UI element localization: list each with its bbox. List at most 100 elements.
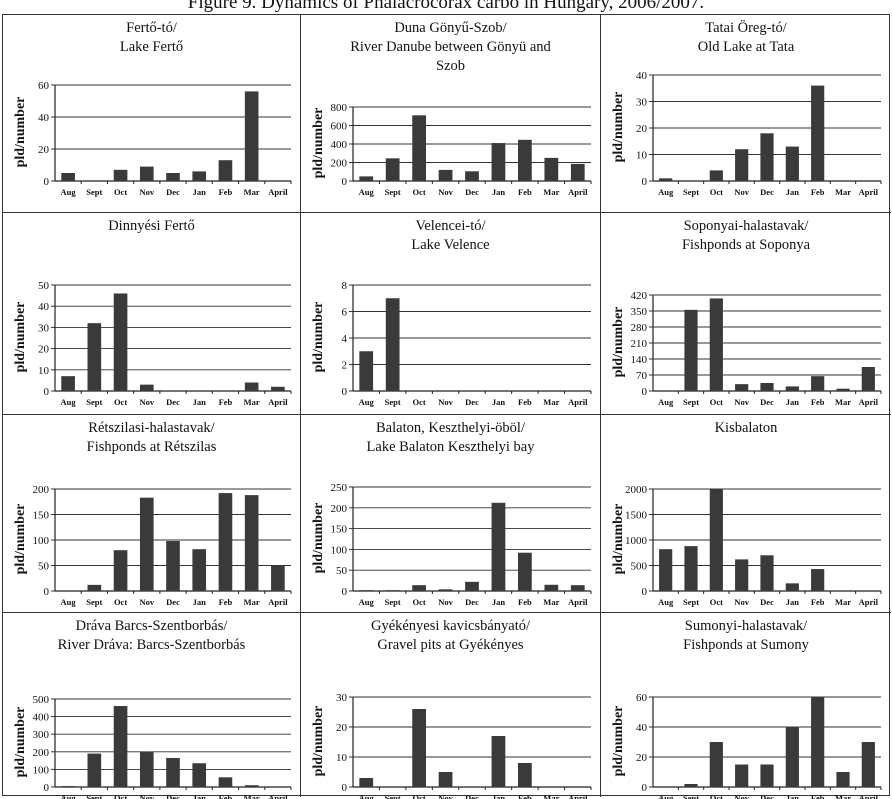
- figure-title: Figure 9. Dynamics of Phalacrocorax carb…: [187, 0, 705, 13]
- x-tick-label: April: [268, 187, 288, 197]
- y-tick-label: 10: [636, 150, 648, 162]
- bar: [385, 298, 400, 391]
- x-tick-label: Oct: [114, 187, 127, 197]
- x-tick-label: Dec: [760, 597, 774, 607]
- bar: [760, 383, 774, 391]
- bar: [166, 541, 180, 591]
- x-tick-label: Feb: [219, 597, 233, 607]
- x-tick-label: Feb: [219, 793, 233, 799]
- chart-title-line: Lake Balaton Keszthelyi bay: [366, 439, 535, 455]
- x-tick-label: April: [859, 793, 879, 799]
- bar: [359, 778, 374, 787]
- y-tick-label: 30: [336, 692, 348, 704]
- bar: [139, 497, 154, 591]
- x-tick-label: Nov: [438, 597, 453, 607]
- chart-title: Dráva Barcs-Szentborbás/River Dráva: Bar…: [3, 613, 300, 655]
- chart-panel: Soponyai-halastavak/Fishponds at Soponya…: [601, 213, 891, 415]
- chart-title: Gyékényesi kavicsbányató/Gravel pits at …: [301, 613, 600, 655]
- chart-title-line: Sumonyi-halastavak/: [684, 618, 808, 634]
- chart-panel: Sumonyi-halastavak/Fishponds at Sumony pl…: [601, 613, 891, 799]
- y-tick-label: 150: [33, 510, 50, 522]
- y-tick-label: 70: [636, 370, 648, 382]
- bar: [139, 384, 154, 391]
- chart-panel: Tatai Öreg-tó/Old Lake at Tata pld/number…: [601, 15, 891, 213]
- y-tick-label: 600: [331, 121, 348, 133]
- x-tick-label: Aug: [658, 187, 674, 197]
- x-tick-label: April: [859, 597, 879, 607]
- x-tick-label: Mar: [835, 597, 851, 607]
- x-tick-label: Sept: [385, 597, 401, 607]
- x-tick-label: Sept: [86, 793, 102, 799]
- y-tick-label: 0: [342, 386, 348, 398]
- y-tick-label: 2000: [625, 484, 648, 496]
- bar: [412, 585, 426, 591]
- bar: [139, 166, 154, 181]
- x-tick-label: Oct: [710, 397, 723, 407]
- x-tick-label: Feb: [518, 397, 532, 407]
- chart-title: Dinnyési Fertő: [3, 213, 300, 236]
- bar: [438, 169, 453, 181]
- x-tick-label: Sept: [385, 397, 401, 407]
- y-tick-label: 60: [38, 80, 50, 92]
- y-tick-label: 50: [336, 565, 348, 577]
- x-tick-label: April: [568, 597, 588, 607]
- x-tick-label: Mar: [244, 187, 260, 197]
- y-tick-label: 50: [38, 561, 50, 573]
- bar: [271, 565, 285, 591]
- chart-title: Rétszilasi-halastavak/Fishponds at Rétsz…: [3, 415, 300, 457]
- chart-panel: Velencei-tó/Lake Velence pld/number 0 2 4 6 8 A…: [301, 213, 601, 415]
- chart-title-line: Lake Fertő: [119, 39, 184, 55]
- bar: [785, 583, 799, 591]
- y-tick-label: 200: [33, 484, 50, 496]
- bar: [271, 386, 285, 391]
- chart-title: Kisbalaton: [601, 415, 891, 438]
- chart-panel: Fertő-tó/Lake Fertő pld/number 0 20 40 60 Aug S…: [3, 15, 301, 213]
- y-tick-label: 1000: [625, 535, 648, 547]
- x-tick-label: Jan: [786, 397, 800, 407]
- y-tick-label: 60: [636, 692, 648, 704]
- x-tick-label: Jan: [786, 793, 800, 799]
- bar: [709, 742, 723, 787]
- bar: [518, 763, 532, 787]
- x-tick-label: Sept: [385, 793, 401, 799]
- x-tick-label: Mar: [835, 187, 851, 197]
- y-tick-label: 250: [331, 482, 348, 494]
- bar: [491, 502, 506, 591]
- y-tick-label: 400: [33, 712, 50, 724]
- bar-chart-svg: 0 100 200 300 400 500 Aug Sept Oct Nov Dec Jan Feb Ma…: [33, 694, 292, 799]
- chart-title-line: Fertő-tó/: [126, 20, 177, 36]
- x-tick-label: Dec: [465, 597, 479, 607]
- bar: [735, 559, 749, 591]
- y-tick-label: 20: [636, 752, 648, 764]
- chart-title-line: Gravel pits at Gyékényes: [377, 637, 524, 653]
- bar: [811, 376, 825, 391]
- x-tick-label: Dec: [760, 187, 774, 197]
- bar: [61, 786, 75, 787]
- bar-chart-svg: 0 10 20 30 40 Aug Sept Oct Nov Dec Jan Feb Mar April: [636, 70, 882, 197]
- bar: [760, 764, 774, 787]
- bar: [218, 777, 233, 787]
- x-tick-label: Dec: [166, 597, 180, 607]
- y-tick-label: 30: [38, 322, 50, 334]
- chart-title-line: Duna Gönyű-Szob/: [394, 20, 507, 36]
- x-tick-label: Jan: [492, 397, 506, 407]
- chart-title-line: Old Lake at Tata: [697, 39, 795, 55]
- bar: [785, 146, 799, 181]
- x-tick-label: Dec: [465, 793, 479, 799]
- x-tick-label: Oct: [710, 793, 723, 799]
- x-tick-label: April: [268, 793, 288, 799]
- bar: [735, 149, 749, 181]
- x-tick-label: Dec: [166, 397, 180, 407]
- x-tick-label: Mar: [543, 597, 559, 607]
- bar: [192, 549, 207, 591]
- y-tick-label: 400: [331, 139, 348, 151]
- bar: [244, 382, 259, 391]
- bar: [811, 85, 825, 181]
- y-tick-label: 0: [642, 386, 648, 398]
- chart-panel: Kisbalaton pld/number 0 500 1000 1500 2000 Aug S…: [601, 415, 891, 613]
- x-tick-label: Sept: [683, 793, 699, 799]
- y-tick-label: 40: [38, 112, 50, 124]
- bar: [166, 757, 180, 787]
- y-tick-label: 4: [342, 333, 348, 345]
- bar: [139, 751, 154, 787]
